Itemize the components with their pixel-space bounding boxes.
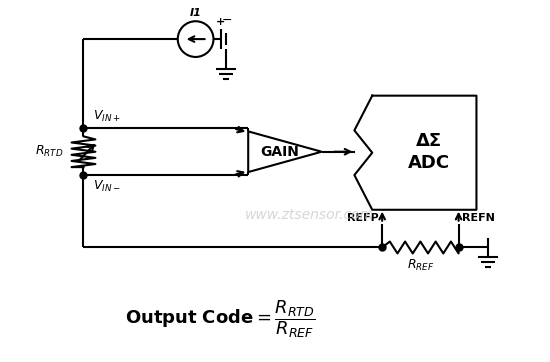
Text: $V_{IN+}$: $V_{IN+}$ xyxy=(94,109,121,125)
Text: $V_{IN-}$: $V_{IN-}$ xyxy=(94,179,121,194)
Text: GAIN: GAIN xyxy=(261,145,299,159)
Text: www.ztsensor.com: www.ztsensor.com xyxy=(245,208,375,222)
Text: $\mathbf{Output\ Code} = \dfrac{R_{RTD}}{R_{REF}}$: $\mathbf{Output\ Code} = \dfrac{R_{RTD}}… xyxy=(125,298,316,340)
Text: $R_{REF}$: $R_{REF}$ xyxy=(406,257,434,273)
Text: −: − xyxy=(222,14,233,27)
Text: REFP: REFP xyxy=(348,213,379,223)
Text: REFN: REFN xyxy=(461,213,494,223)
Text: +: + xyxy=(216,17,225,27)
Text: ΔΣ: ΔΣ xyxy=(416,132,442,150)
Text: ADC: ADC xyxy=(408,153,450,172)
Text: I1: I1 xyxy=(190,8,201,18)
Text: $R_{RTD}$: $R_{RTD}$ xyxy=(35,144,64,159)
